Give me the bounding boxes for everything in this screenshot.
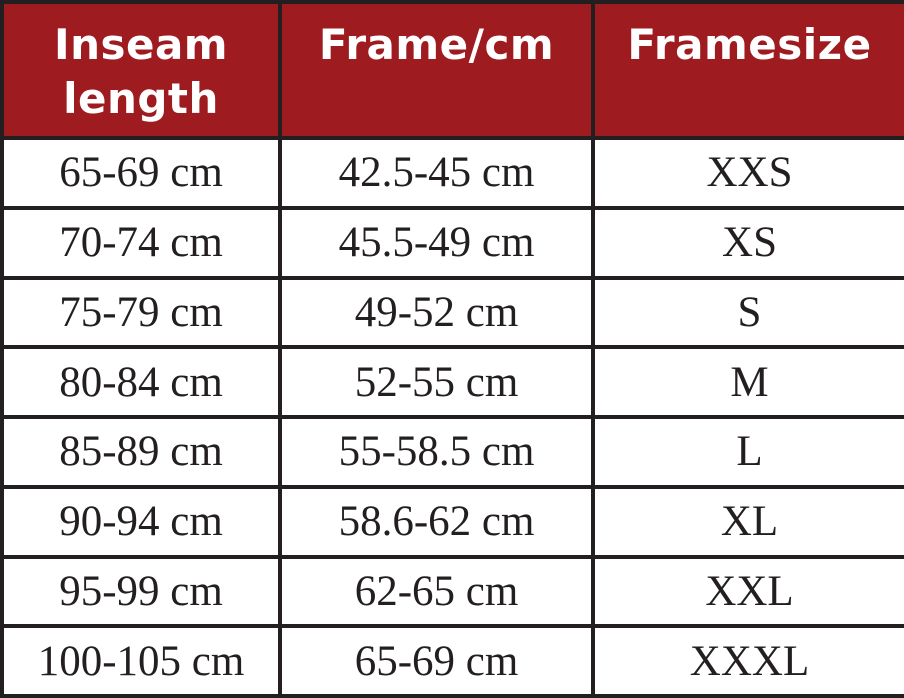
frame-cell: 49-52 cm <box>278 275 595 350</box>
framesize-cell: XXL <box>591 554 904 629</box>
header-inseam-line-2: length <box>63 74 219 123</box>
frame-cell: 52-55 cm <box>278 345 595 419</box>
framesize-cell: XL <box>591 484 904 559</box>
framesize-cell: XXXL <box>591 624 904 698</box>
inseam-cell: 95-99 cm <box>0 554 282 629</box>
table-row: 95-99 cm 62-65 cm XXL <box>0 554 904 629</box>
inseam-cell: 90-94 cm <box>0 484 282 559</box>
table-row: 65-69 cm 42.5-45 cm XXS <box>0 136 904 210</box>
header-framesize-line-1: Framesize <box>627 20 872 69</box>
framesize-cell: S <box>591 275 904 350</box>
inseam-cell: 75-79 cm <box>0 275 282 350</box>
inseam-cell: 85-89 cm <box>0 415 282 489</box>
inseam-cell: 70-74 cm <box>0 205 282 280</box>
frame-cell: 42.5-45 cm <box>278 136 595 210</box>
table-row: 80-84 cm 52-55 cm M <box>0 345 904 419</box>
inseam-cell: 80-84 cm <box>0 345 282 419</box>
framesize-cell: XS <box>591 205 904 280</box>
table-row: 70-74 cm 45.5-49 cm XS <box>0 205 904 280</box>
table-row: 85-89 cm 55-58.5 cm L <box>0 415 904 489</box>
frame-cell: 45.5-49 cm <box>278 205 595 280</box>
frame-cell: 62-65 cm <box>278 554 595 629</box>
table-row: 90-94 cm 58.6-62 cm XL <box>0 484 904 559</box>
header-inseam-line-1: Inseam <box>53 20 229 69</box>
inseam-cell: 100-105 cm <box>0 624 282 698</box>
header-frame-cm: Frame/cm <box>278 0 595 140</box>
table-header-row: Inseam length Frame/cm Framesize <box>0 0 904 140</box>
header-framesize: Framesize <box>591 0 904 140</box>
header-inseam-length: Inseam length <box>0 0 282 140</box>
frame-cell: 55-58.5 cm <box>278 415 595 489</box>
framesize-cell: M <box>591 345 904 419</box>
table-row: 100-105 cm 65-69 cm XXXL <box>0 624 904 698</box>
framesize-cell: XXS <box>591 136 904 210</box>
inseam-cell: 65-69 cm <box>0 136 282 210</box>
framesize-cell: L <box>591 415 904 489</box>
frame-cell: 65-69 cm <box>278 624 595 698</box>
header-frame-line-1: Frame/cm <box>318 20 555 69</box>
table-row: 75-79 cm 49-52 cm S <box>0 275 904 350</box>
frame-cell: 58.6-62 cm <box>278 484 595 559</box>
